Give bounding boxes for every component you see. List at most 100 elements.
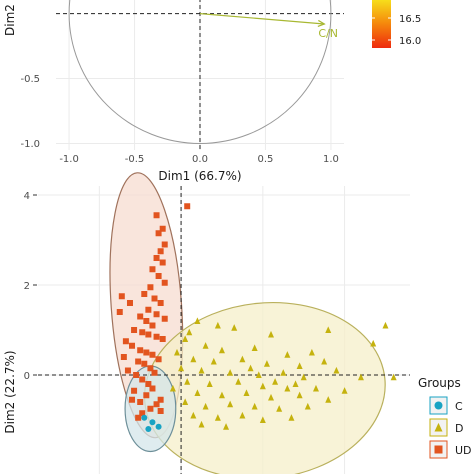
point-ud <box>161 315 168 322</box>
point-ud <box>149 266 156 273</box>
legend-entry-ud: UD <box>429 440 472 459</box>
point-d <box>247 364 254 372</box>
point-ud <box>147 284 154 291</box>
point-ud <box>153 255 160 261</box>
point-ud <box>141 360 148 367</box>
point-ud <box>131 387 138 394</box>
point-ud <box>139 329 146 336</box>
colorbar-gradient <box>372 0 391 48</box>
point-d <box>218 391 225 399</box>
point-d <box>333 366 340 374</box>
point-ud <box>161 241 168 248</box>
point-d <box>223 423 230 430</box>
point-d <box>251 344 258 351</box>
point-d <box>284 384 291 392</box>
point-d <box>321 357 328 365</box>
point-d <box>186 328 193 336</box>
point-ud <box>118 293 125 300</box>
legend-symbol <box>434 422 443 432</box>
point-d <box>214 414 221 421</box>
point-ud <box>157 300 164 306</box>
point-ud <box>122 338 129 345</box>
point-ud <box>120 354 127 360</box>
point-d <box>194 317 201 324</box>
vector-arrowhead <box>317 19 326 28</box>
point-d <box>227 369 234 376</box>
point-d <box>190 355 197 363</box>
legend: Groups CD UD <box>418 376 472 459</box>
colorbar-tick-label: 16.5 <box>399 14 421 25</box>
point-d <box>255 371 262 378</box>
point-ud <box>145 331 152 338</box>
point-d <box>198 420 205 428</box>
top-x-axis-label: Dim1 (66.7%) <box>158 169 241 183</box>
point-d <box>268 330 275 338</box>
point-c <box>149 419 156 426</box>
series-d <box>169 317 397 430</box>
series-c <box>141 414 162 432</box>
top-x-tick-label: -0.5 <box>125 154 145 165</box>
top-x-tick-label: -1.0 <box>59 154 79 165</box>
point-ud <box>135 414 142 421</box>
top-x-tick-labels: -1.0 -0.5 0.0 0.5 1.0 <box>59 154 339 165</box>
point-d <box>251 402 258 410</box>
point-d <box>325 326 332 333</box>
point-ud <box>116 309 123 315</box>
point-c <box>155 423 162 430</box>
point-d <box>308 348 315 356</box>
point-d <box>182 335 189 342</box>
legend-entry-d: D <box>429 418 463 437</box>
point-ud <box>141 291 148 297</box>
point-d <box>300 373 307 381</box>
top-y-axis-label: Dim2 <box>3 4 17 36</box>
series-ud <box>116 203 191 421</box>
point-ud <box>149 385 156 392</box>
point-ud <box>143 349 150 356</box>
point-d <box>202 342 209 349</box>
top-x-tick-label: 1.0 <box>323 154 339 165</box>
point-d <box>182 398 189 405</box>
point-d <box>280 369 287 376</box>
point-d <box>173 348 180 356</box>
top-y-tick-label: -1.0 <box>20 139 40 150</box>
point-ud <box>137 347 144 354</box>
point-d <box>284 351 291 358</box>
colorbar: 16.5 16.0 <box>372 0 421 48</box>
point-d <box>239 411 246 419</box>
bottom-y-tick-label: 2 <box>24 281 30 292</box>
point-ud <box>129 396 136 403</box>
point-ud <box>147 405 154 412</box>
legend-title: Groups <box>418 376 461 390</box>
point-ud <box>153 333 160 340</box>
point-d <box>243 389 250 396</box>
point-d <box>276 405 283 412</box>
point-d <box>296 362 303 369</box>
point-ud <box>139 410 146 417</box>
point-c <box>145 426 152 432</box>
point-d <box>312 384 319 392</box>
point-d <box>259 382 266 390</box>
legend-label: UD <box>455 444 472 457</box>
point-ud <box>149 351 156 358</box>
bottom-y-tick-labels: 4 2 0 <box>24 191 37 382</box>
point-d <box>239 355 246 363</box>
point-ud <box>153 311 160 318</box>
point-d <box>231 324 238 331</box>
point-ud <box>155 273 162 279</box>
correlation-circle <box>68 0 332 144</box>
point-ud <box>157 408 164 414</box>
point-d <box>227 400 234 408</box>
point-ud <box>143 392 150 399</box>
point-d <box>202 402 209 410</box>
vector-label: C/N <box>318 27 338 40</box>
point-ud <box>157 396 164 403</box>
point-d <box>178 364 185 372</box>
point-c <box>141 414 148 421</box>
point-ud <box>184 203 191 210</box>
point-d <box>382 321 389 329</box>
colorbar-tick-labels: 16.5 16.0 <box>372 14 421 47</box>
point-ud <box>147 365 154 372</box>
point-ud <box>159 336 166 342</box>
point-d <box>357 373 364 381</box>
